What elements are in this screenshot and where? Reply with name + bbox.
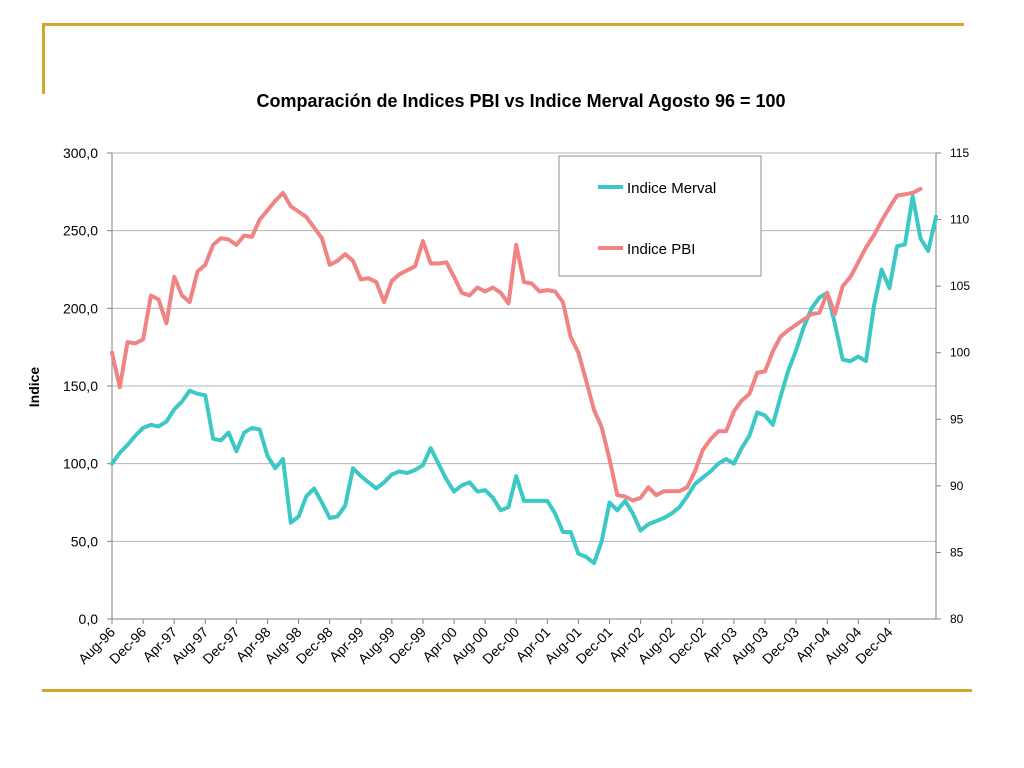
frame-left-rule xyxy=(42,23,45,94)
y2-tick-label: 95 xyxy=(950,412,964,426)
y-tick-label: 300,0 xyxy=(63,145,98,161)
legend-box xyxy=(558,155,762,277)
y2-tick-label: 110 xyxy=(950,213,969,227)
y-tick-label: 200,0 xyxy=(63,300,98,316)
y-axis-label: Indice xyxy=(26,367,42,408)
legend-label-merval: Indice Merval xyxy=(627,180,716,197)
series xyxy=(110,186,938,566)
grid-lines xyxy=(112,152,936,542)
frame-top-rule xyxy=(42,23,964,26)
y2-tick-label: 100 xyxy=(950,346,970,360)
y2-tick-label: 90 xyxy=(950,479,964,493)
chart-title: Comparación de Indices PBI vs Indice Mer… xyxy=(256,91,785,111)
series-line-merval xyxy=(110,194,938,566)
y-tick-label: 250,0 xyxy=(63,223,98,239)
left-axis-ticks: 0,0 50,0 100,0 150,0 200,0 250,0 300,0 xyxy=(63,145,112,627)
y2-tick-label: 85 xyxy=(950,545,964,559)
y2-tick-label: 115 xyxy=(950,146,969,160)
legend: Indice Merval Indice PBI xyxy=(558,155,762,277)
y-tick-label: 50,0 xyxy=(71,533,98,549)
y-tick-label: 150,0 xyxy=(63,378,98,394)
y2-tick-label: 105 xyxy=(950,279,970,293)
y-tick-label: 0,0 xyxy=(79,611,99,627)
series-line-pbi xyxy=(110,186,923,503)
x-axis-ticks: Aug-96Dec-96Apr-97Aug-97Dec-97Apr-98Aug-… xyxy=(75,619,896,667)
y2-tick-label: 80 xyxy=(950,612,964,626)
frame-bottom-rule xyxy=(42,689,972,692)
y-tick-label: 100,0 xyxy=(63,456,98,472)
legend-label-pbi: Indice PBI xyxy=(627,241,695,258)
right-axis-ticks: 80 85 90 95 100 105 110 115 xyxy=(936,146,970,626)
